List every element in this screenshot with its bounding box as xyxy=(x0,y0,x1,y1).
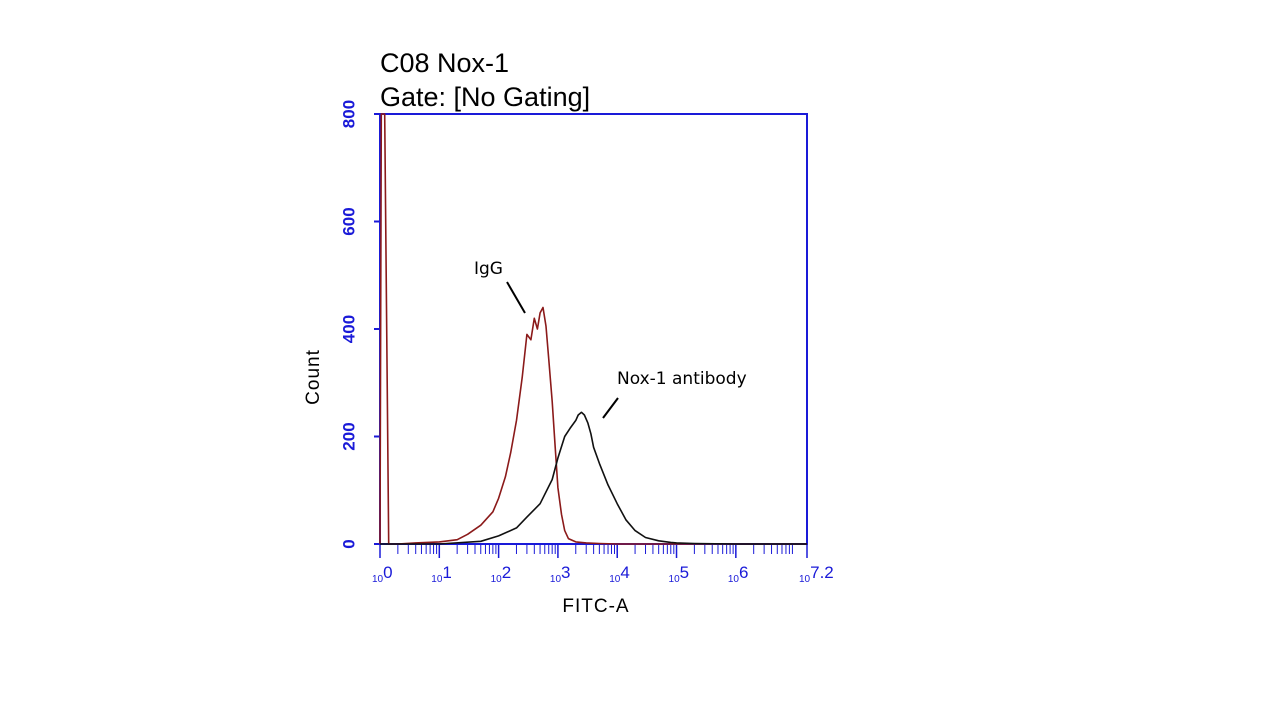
annotation-nox1-leader xyxy=(602,397,619,419)
series-line-igg xyxy=(379,113,807,545)
x-tick-label: 100 xyxy=(372,563,393,585)
x-tick-label: 103 xyxy=(550,563,571,585)
y-tick-label: 200 xyxy=(339,422,358,450)
y-axis-label: Count xyxy=(303,349,324,405)
annotation-nox1: Nox-1 antibody xyxy=(617,369,747,389)
x-tick-label: 105 xyxy=(669,563,690,585)
chart-title: C08 Nox-1 xyxy=(380,48,509,78)
series-line-nox1 xyxy=(380,411,807,545)
y-axis: 0 200 400 600 800 xyxy=(339,100,380,549)
y-tick-label: 800 xyxy=(339,100,358,128)
x-tick-label: 102 xyxy=(491,563,512,585)
x-tick-label: 104 xyxy=(609,563,630,585)
plot-frame xyxy=(379,113,808,545)
plot-area xyxy=(379,113,808,545)
x-tick-label: 101 xyxy=(431,563,452,585)
x-axis-label: FITC-A xyxy=(562,596,629,617)
y-tick-label: 600 xyxy=(339,207,358,235)
y-tick-label: 400 xyxy=(339,315,358,343)
y-tick-label: 0 xyxy=(339,539,358,548)
x-axis: 100 101 102 103 104 105 106 107.2 xyxy=(372,544,834,585)
annotation-igg-leader xyxy=(506,281,526,314)
x-tick-label: 107.2 xyxy=(799,563,834,585)
annotation-igg: IgG xyxy=(474,259,503,279)
x-tick-label: 106 xyxy=(728,563,749,585)
chart-subtitle: Gate: [No Gating] xyxy=(380,82,590,112)
series-layer xyxy=(379,113,807,545)
